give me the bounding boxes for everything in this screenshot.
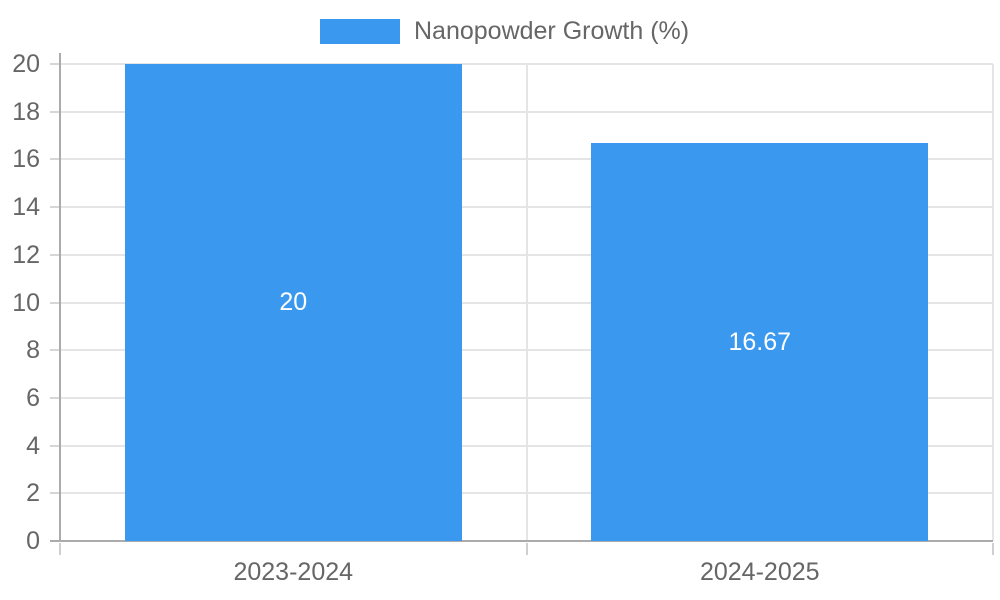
chart-legend[interactable]: Nanopowder Growth (%) bbox=[320, 18, 689, 45]
bar-2023-2024[interactable] bbox=[124, 64, 462, 541]
x-axis-line bbox=[50, 540, 993, 542]
ytick-label-12: 12 bbox=[12, 240, 40, 269]
xtick-mark-2 bbox=[992, 543, 994, 555]
ytick-mark-18 bbox=[50, 110, 60, 113]
gridline-x-2 bbox=[992, 64, 994, 541]
ytick-label-14: 14 bbox=[12, 193, 40, 222]
bar-value-label-2024-2025: 16.67 bbox=[728, 327, 792, 356]
ytick-mark-20 bbox=[50, 63, 60, 65]
ytick-mark-6 bbox=[50, 396, 60, 399]
ytick-label-0: 0 bbox=[26, 527, 40, 555]
ytick-mark-8 bbox=[50, 349, 60, 352]
ytick-mark-16 bbox=[50, 158, 60, 161]
ytick-mark-10 bbox=[50, 301, 60, 304]
ytick-label-18: 18 bbox=[12, 97, 40, 126]
ytick-mark-4 bbox=[50, 444, 60, 447]
y-axis-line bbox=[59, 53, 61, 541]
bar-value-label-2023-2024: 20 bbox=[279, 288, 308, 316]
legend-swatch bbox=[320, 19, 400, 44]
xtick-mark-0 bbox=[59, 543, 61, 555]
ytick-label-10: 10 bbox=[12, 288, 40, 317]
xtick-mark-1 bbox=[525, 543, 528, 555]
bar-2024-2025[interactable] bbox=[591, 143, 929, 541]
ytick-mark-14 bbox=[50, 206, 60, 209]
ytick-mark-2 bbox=[50, 492, 60, 495]
xtick-label-2024-2025: 2024-2025 bbox=[699, 558, 820, 586]
ytick-mark-12 bbox=[50, 253, 60, 256]
ytick-label-20: 20 bbox=[12, 50, 40, 78]
xtick-label-2023-2024: 2023-2024 bbox=[233, 558, 354, 586]
ytick-label-16: 16 bbox=[12, 145, 40, 174]
ytick-label-4: 4 bbox=[26, 431, 40, 460]
ytick-label-6: 6 bbox=[26, 383, 40, 412]
ytick-label-2: 2 bbox=[26, 479, 40, 508]
ytick-label-8: 8 bbox=[26, 336, 40, 365]
gridline-x-1 bbox=[525, 64, 528, 541]
legend-label: Nanopowder Growth (%) bbox=[414, 17, 690, 45]
